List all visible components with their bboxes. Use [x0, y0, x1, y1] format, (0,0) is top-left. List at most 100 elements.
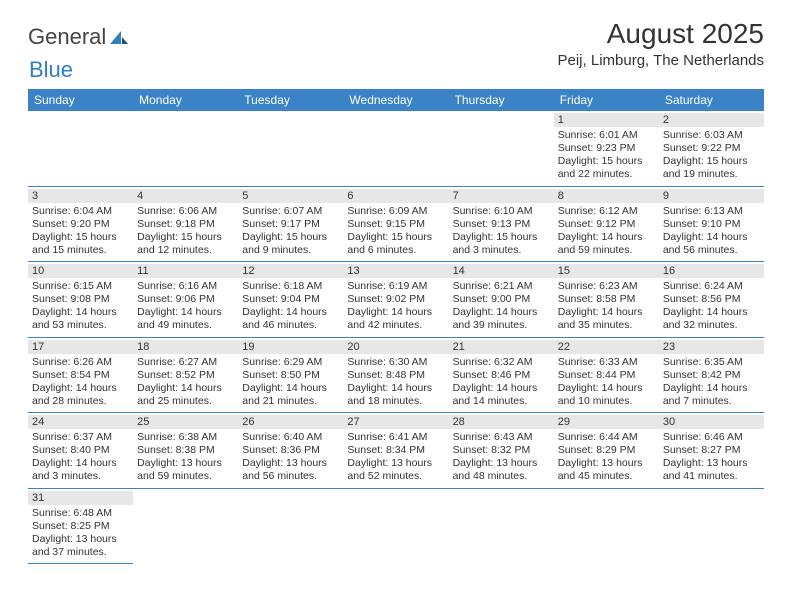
calendar-day-cell: 13Sunrise: 6:19 AMSunset: 9:02 PMDayligh…	[343, 262, 448, 338]
sunset: Sunset: 8:27 PM	[663, 444, 760, 457]
sunset: Sunset: 8:42 PM	[663, 369, 760, 382]
day-info: Sunrise: 6:07 AMSunset: 9:17 PMDaylight:…	[242, 205, 339, 258]
calendar-day-cell: 29Sunrise: 6:44 AMSunset: 8:29 PMDayligh…	[554, 413, 659, 489]
sunrise: Sunrise: 6:35 AM	[663, 356, 760, 369]
day-info: Sunrise: 6:12 AMSunset: 9:12 PMDaylight:…	[558, 205, 655, 258]
sunset: Sunset: 9:12 PM	[558, 218, 655, 231]
day-info: Sunrise: 6:19 AMSunset: 9:02 PMDaylight:…	[347, 280, 444, 333]
daylight: Daylight: 14 hours and 25 minutes.	[137, 382, 234, 408]
day-number: 4	[133, 189, 238, 203]
day-number: 21	[449, 340, 554, 354]
daylight: Daylight: 14 hours and 10 minutes.	[558, 382, 655, 408]
day-info: Sunrise: 6:44 AMSunset: 8:29 PMDaylight:…	[558, 431, 655, 484]
sunset: Sunset: 8:46 PM	[453, 369, 550, 382]
day-info: Sunrise: 6:13 AMSunset: 9:10 PMDaylight:…	[663, 205, 760, 258]
day-info: Sunrise: 6:09 AMSunset: 9:15 PMDaylight:…	[347, 205, 444, 258]
day-info: Sunrise: 6:03 AMSunset: 9:22 PMDaylight:…	[663, 129, 760, 182]
daylight: Daylight: 14 hours and 3 minutes.	[32, 457, 129, 483]
sunset: Sunset: 9:00 PM	[453, 293, 550, 306]
daylight: Daylight: 13 hours and 52 minutes.	[347, 457, 444, 483]
calendar-table: Sunday Monday Tuesday Wednesday Thursday…	[28, 89, 764, 564]
sunset: Sunset: 8:58 PM	[558, 293, 655, 306]
calendar-day-cell	[133, 488, 238, 564]
sunrise: Sunrise: 6:16 AM	[137, 280, 234, 293]
sunrise: Sunrise: 6:48 AM	[32, 507, 129, 520]
day-number: 16	[659, 264, 764, 278]
calendar-day-cell: 9 Sunrise: 6:13 AMSunset: 9:10 PMDaylight…	[659, 186, 764, 262]
calendar-day-cell: 11 Sunrise: 6:16 AMSunset: 9:06 PMDayligh…	[133, 262, 238, 338]
day-number: 9	[659, 189, 764, 203]
logo-text-1: General	[28, 24, 106, 50]
daylight: Daylight: 14 hours and 59 minutes.	[558, 231, 655, 257]
daylight: Daylight: 13 hours and 45 minutes.	[558, 457, 655, 483]
sunrise: Sunrise: 6:07 AM	[242, 205, 339, 218]
calendar-day-cell: 4 Sunrise: 6:06 AMSunset: 9:18 PMDaylight…	[133, 186, 238, 262]
sunrise: Sunrise: 6:37 AM	[32, 431, 129, 444]
sunrise: Sunrise: 6:44 AM	[558, 431, 655, 444]
sunset: Sunset: 8:48 PM	[347, 369, 444, 382]
day-info: Sunrise: 6:27 AMSunset: 8:52 PMDaylight:…	[137, 356, 234, 409]
sunrise: Sunrise: 6:10 AM	[453, 205, 550, 218]
weekday-header-row: Sunday Monday Tuesday Wednesday Thursday…	[28, 89, 764, 111]
day-info: Sunrise: 6:46 AMSunset: 8:27 PMDaylight:…	[663, 431, 760, 484]
day-info: Sunrise: 6:43 AMSunset: 8:32 PMDaylight:…	[453, 431, 550, 484]
day-number: 15	[554, 264, 659, 278]
daylight: Daylight: 13 hours and 41 minutes.	[663, 457, 760, 483]
day-info: Sunrise: 6:23 AMSunset: 8:58 PMDaylight:…	[558, 280, 655, 333]
calendar-week-row: 24Sunrise: 6:37 AMSunset: 8:40 PMDayligh…	[28, 413, 764, 489]
calendar-day-cell: 21Sunrise: 6:32 AMSunset: 8:46 PMDayligh…	[449, 337, 554, 413]
daylight: Daylight: 14 hours and 35 minutes.	[558, 306, 655, 332]
daylight: Daylight: 13 hours and 59 minutes.	[137, 457, 234, 483]
calendar-week-row: 3Sunrise: 6:04 AMSunset: 9:20 PMDaylight…	[28, 186, 764, 262]
day-number: 7	[449, 189, 554, 203]
sunset: Sunset: 8:38 PM	[137, 444, 234, 457]
day-number: 2	[659, 113, 764, 127]
day-info: Sunrise: 6:15 AMSunset: 9:08 PMDaylight:…	[32, 280, 129, 333]
day-number: 5	[238, 189, 343, 203]
calendar-day-cell: 25Sunrise: 6:38 AMSunset: 8:38 PMDayligh…	[133, 413, 238, 489]
day-info: Sunrise: 6:30 AMSunset: 8:48 PMDaylight:…	[347, 356, 444, 409]
day-info: Sunrise: 6:01 AMSunset: 9:23 PMDaylight:…	[558, 129, 655, 182]
sunrise: Sunrise: 6:41 AM	[347, 431, 444, 444]
day-number: 11	[133, 264, 238, 278]
day-number: 19	[238, 340, 343, 354]
calendar-day-cell: 20Sunrise: 6:30 AMSunset: 8:48 PMDayligh…	[343, 337, 448, 413]
day-number: 18	[133, 340, 238, 354]
sunset: Sunset: 8:52 PM	[137, 369, 234, 382]
calendar-day-cell: 14 Sunrise: 6:21 AMSunset: 9:00 PMDayligh…	[449, 262, 554, 338]
calendar-day-cell	[449, 488, 554, 564]
sunset: Sunset: 8:32 PM	[453, 444, 550, 457]
day-info: Sunrise: 6:10 AMSunset: 9:13 PMDaylight:…	[453, 205, 550, 258]
day-number: 27	[343, 415, 448, 429]
sunset: Sunset: 9:17 PM	[242, 218, 339, 231]
sunrise: Sunrise: 6:30 AM	[347, 356, 444, 369]
sunset: Sunset: 8:36 PM	[242, 444, 339, 457]
day-info: Sunrise: 6:06 AMSunset: 9:18 PMDaylight:…	[137, 205, 234, 258]
weekday-header: Tuesday	[238, 89, 343, 111]
daylight: Daylight: 14 hours and 7 minutes.	[663, 382, 760, 408]
day-info: Sunrise: 6:35 AMSunset: 8:42 PMDaylight:…	[663, 356, 760, 409]
calendar-day-cell: 28Sunrise: 6:43 AMSunset: 8:32 PMDayligh…	[449, 413, 554, 489]
day-info: Sunrise: 6:16 AMSunset: 9:06 PMDaylight:…	[137, 280, 234, 333]
calendar-day-cell: 16Sunrise: 6:24 AMSunset: 8:56 PMDayligh…	[659, 262, 764, 338]
sunrise: Sunrise: 6:19 AM	[347, 280, 444, 293]
sunrise: Sunrise: 6:29 AM	[242, 356, 339, 369]
sunrise: Sunrise: 6:33 AM	[558, 356, 655, 369]
day-number: 14	[449, 264, 554, 278]
calendar-day-cell: 1Sunrise: 6:01 AMSunset: 9:23 PMDaylight…	[554, 111, 659, 186]
calendar-day-cell: 24Sunrise: 6:37 AMSunset: 8:40 PMDayligh…	[28, 413, 133, 489]
day-info: Sunrise: 6:04 AMSunset: 9:20 PMDaylight:…	[32, 205, 129, 258]
sunset: Sunset: 9:02 PM	[347, 293, 444, 306]
day-number: 26	[238, 415, 343, 429]
day-info: Sunrise: 6:33 AMSunset: 8:44 PMDaylight:…	[558, 356, 655, 409]
daylight: Daylight: 14 hours and 28 minutes.	[32, 382, 129, 408]
day-info: Sunrise: 6:21 AMSunset: 9:00 PMDaylight:…	[453, 280, 550, 333]
day-info: Sunrise: 6:38 AMSunset: 8:38 PMDaylight:…	[137, 431, 234, 484]
sunset: Sunset: 9:23 PM	[558, 142, 655, 155]
calendar-day-cell: 19Sunrise: 6:29 AMSunset: 8:50 PMDayligh…	[238, 337, 343, 413]
sunset: Sunset: 9:08 PM	[32, 293, 129, 306]
calendar-week-row: 10Sunrise: 6:15 AMSunset: 9:08 PMDayligh…	[28, 262, 764, 338]
sunrise: Sunrise: 6:01 AM	[558, 129, 655, 142]
daylight: Daylight: 15 hours and 22 minutes.	[558, 155, 655, 181]
day-number: 22	[554, 340, 659, 354]
